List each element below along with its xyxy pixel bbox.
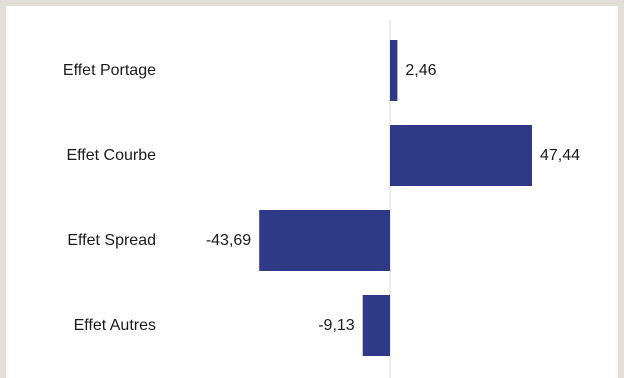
bar-4 (362, 295, 390, 356)
category-label: Effet Spread (67, 232, 156, 249)
value-label: 2,46 (405, 62, 436, 79)
bar-2 (390, 125, 532, 186)
value-label: -43,69 (206, 232, 251, 249)
value-label: 47,44 (540, 147, 580, 164)
bar-3 (259, 210, 390, 271)
value-label: -9,13 (318, 317, 355, 334)
labels-group: Effet Portage 2,46 Effet Courbe 47,44 Effet … (63, 62, 580, 334)
category-label: Effet Courbe (66, 147, 156, 164)
category-label: Effet Autres (74, 317, 156, 334)
category-label: Effet Portage (63, 62, 156, 79)
bar-1 (390, 40, 398, 101)
chart-panel: Effet Portage 2,46 Effet Courbe 47,44 Effet … (6, 6, 618, 378)
bars-group (259, 40, 532, 356)
bar-chart: Effet Portage 2,46 Effet Courbe 47,44 Effet … (63, 20, 580, 378)
